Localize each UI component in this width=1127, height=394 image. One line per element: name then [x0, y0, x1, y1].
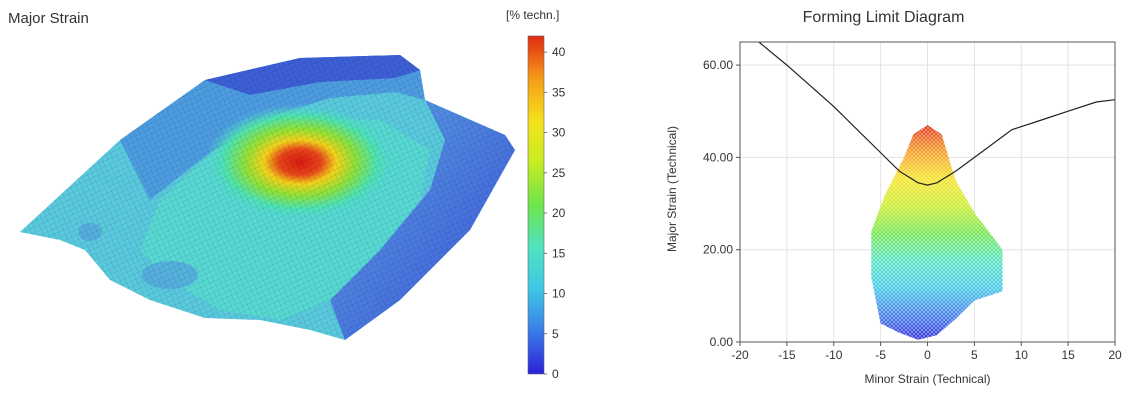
colorbar: 40 35 30 25 20 15 10 5 0 [527, 35, 566, 381]
x-axis-label: Minor Strain (Technical) [864, 372, 991, 386]
x-tick-label: -5 [875, 348, 886, 362]
y-tick-label: 20.00 [703, 243, 733, 257]
y-tick-label: 60.00 [703, 58, 733, 72]
x-tick-label: -10 [825, 348, 843, 362]
colorbar-unit-label: [% techn.] [506, 8, 560, 22]
x-tick-label: 10 [1015, 348, 1029, 362]
colorbar-tick-label: 10 [552, 287, 566, 301]
x-tick-label: 15 [1061, 348, 1075, 362]
colorbar-tick-label: 0 [552, 367, 559, 381]
chart-title: Forming Limit Diagram [802, 9, 965, 26]
fld-plot: -20 -15 -10 -5 0 5 10 15 20 0.00 20.00 40.00 60.00 [703, 41, 1122, 362]
x-tick-label: 20 [1108, 348, 1122, 362]
y-tick-label: 0.00 [710, 335, 734, 349]
colorbar-tick-label: 35 [552, 85, 566, 99]
y-axis-label: Major Strain (Technical) [665, 125, 679, 253]
x-tick-label: 5 [971, 348, 978, 362]
forming-limit-panel: -20 -15 -10 -5 0 5 10 15 20 0.00 20.00 40.00 60.00 F… [640, 0, 1127, 394]
colorbar-gradient [527, 35, 545, 375]
strain-surface-plot: 40 35 30 25 20 15 10 5 0 [20, 35, 566, 381]
x-tick-label: -20 [731, 348, 749, 362]
colorbar-tick-label: 30 [552, 126, 566, 140]
colorbar-tick-label: 5 [552, 327, 559, 341]
major-strain-panel: 40 35 30 25 20 15 10 5 0 Major Strain [% techn.] [8, 8, 566, 381]
x-tick-label: -15 [778, 348, 796, 362]
colorbar-tick-label: 15 [552, 246, 566, 260]
major-strain-title: Major Strain [8, 10, 89, 27]
x-tick-label: 0 [924, 348, 931, 362]
colorbar-tick-label: 25 [552, 166, 566, 180]
y-tick-label: 40.00 [703, 150, 733, 164]
colorbar-tick-label: 40 [552, 45, 566, 59]
forming-limit-curve [758, 41, 1116, 186]
colorbar-tick-label: 20 [552, 206, 566, 220]
strain-point-cloud-mesh [871, 125, 1003, 340]
